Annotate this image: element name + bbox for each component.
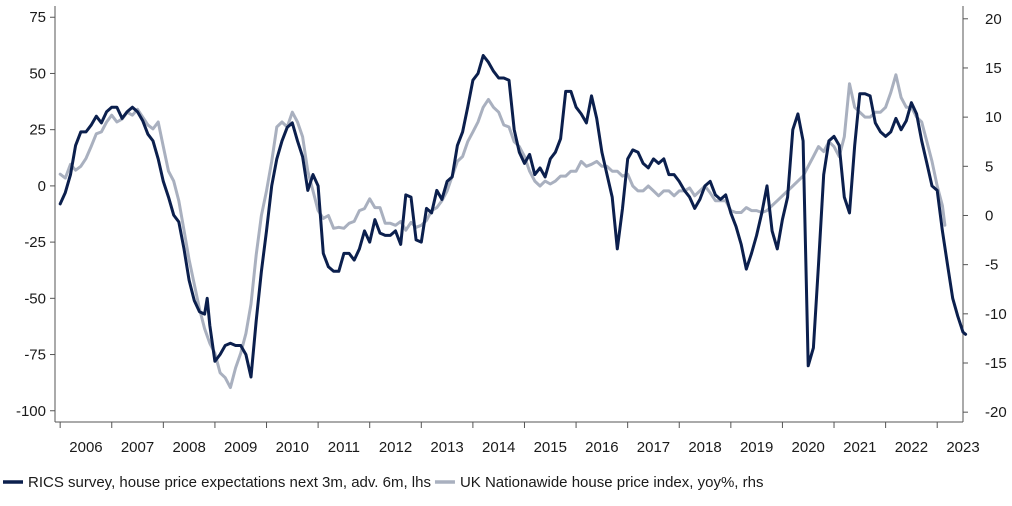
left-tick-label: 50 bbox=[29, 65, 46, 82]
right-tick-label: -15 bbox=[985, 355, 1007, 372]
x-tick-label-2010: 2010 bbox=[276, 439, 309, 456]
right-tick-label: 15 bbox=[985, 60, 1002, 77]
x-tick-label-2006: 2006 bbox=[69, 439, 102, 456]
x-tick-label-2012: 2012 bbox=[379, 439, 412, 456]
left-tick-label: 25 bbox=[29, 122, 46, 139]
x-tick-label-2017: 2017 bbox=[637, 439, 670, 456]
x-tick-label-2007: 2007 bbox=[121, 439, 154, 456]
x-tick-label-2015: 2015 bbox=[534, 439, 567, 456]
right-tick-label: 5 bbox=[985, 158, 993, 175]
right-tick-label: -10 bbox=[985, 306, 1007, 323]
right-tick-label: 20 bbox=[985, 11, 1002, 28]
x-tick-label-2013: 2013 bbox=[430, 439, 463, 456]
series-line-rics-survey bbox=[58, 54, 968, 379]
x-tick-label-2008: 2008 bbox=[172, 439, 205, 456]
left-tick-label: -50 bbox=[24, 290, 46, 307]
plot-area bbox=[58, 54, 968, 390]
x-tick-label-2014: 2014 bbox=[482, 439, 515, 456]
series-line-uk-nationwide-hpi bbox=[58, 73, 947, 390]
left-tick-label: -25 bbox=[24, 234, 46, 251]
x-tick-label-2019: 2019 bbox=[740, 439, 773, 456]
x-tick-label-2023: 2023 bbox=[946, 439, 979, 456]
left-tick-label: 0 bbox=[38, 178, 46, 195]
x-tick-label-2021: 2021 bbox=[843, 439, 876, 456]
left-tick-label: -75 bbox=[24, 347, 46, 364]
right-tick-label: -20 bbox=[985, 404, 1007, 421]
x-tick-label-2009: 2009 bbox=[224, 439, 257, 456]
right-tick-label: -5 bbox=[985, 257, 998, 274]
axes: 7550250-25-50-75-10020151050-5-10-15-202… bbox=[16, 6, 1007, 456]
x-tick-label-2020: 2020 bbox=[792, 439, 825, 456]
x-tick-label-2022: 2022 bbox=[895, 439, 928, 456]
left-tick-label: 75 bbox=[29, 9, 46, 26]
x-tick-label-2018: 2018 bbox=[688, 439, 721, 456]
legend-label-rics: RICS survey, house price expectations ne… bbox=[28, 474, 431, 491]
left-tick-label: -100 bbox=[16, 403, 46, 420]
legend: RICS survey, house price expectations ne… bbox=[3, 474, 763, 491]
x-tick-label-2016: 2016 bbox=[585, 439, 618, 456]
legend-label-nationwide: UK Nationawide house price index, yoy%, … bbox=[460, 474, 764, 491]
x-tick-label-2011: 2011 bbox=[328, 439, 360, 456]
right-tick-label: 0 bbox=[985, 207, 993, 224]
right-tick-label: 10 bbox=[985, 109, 1002, 126]
